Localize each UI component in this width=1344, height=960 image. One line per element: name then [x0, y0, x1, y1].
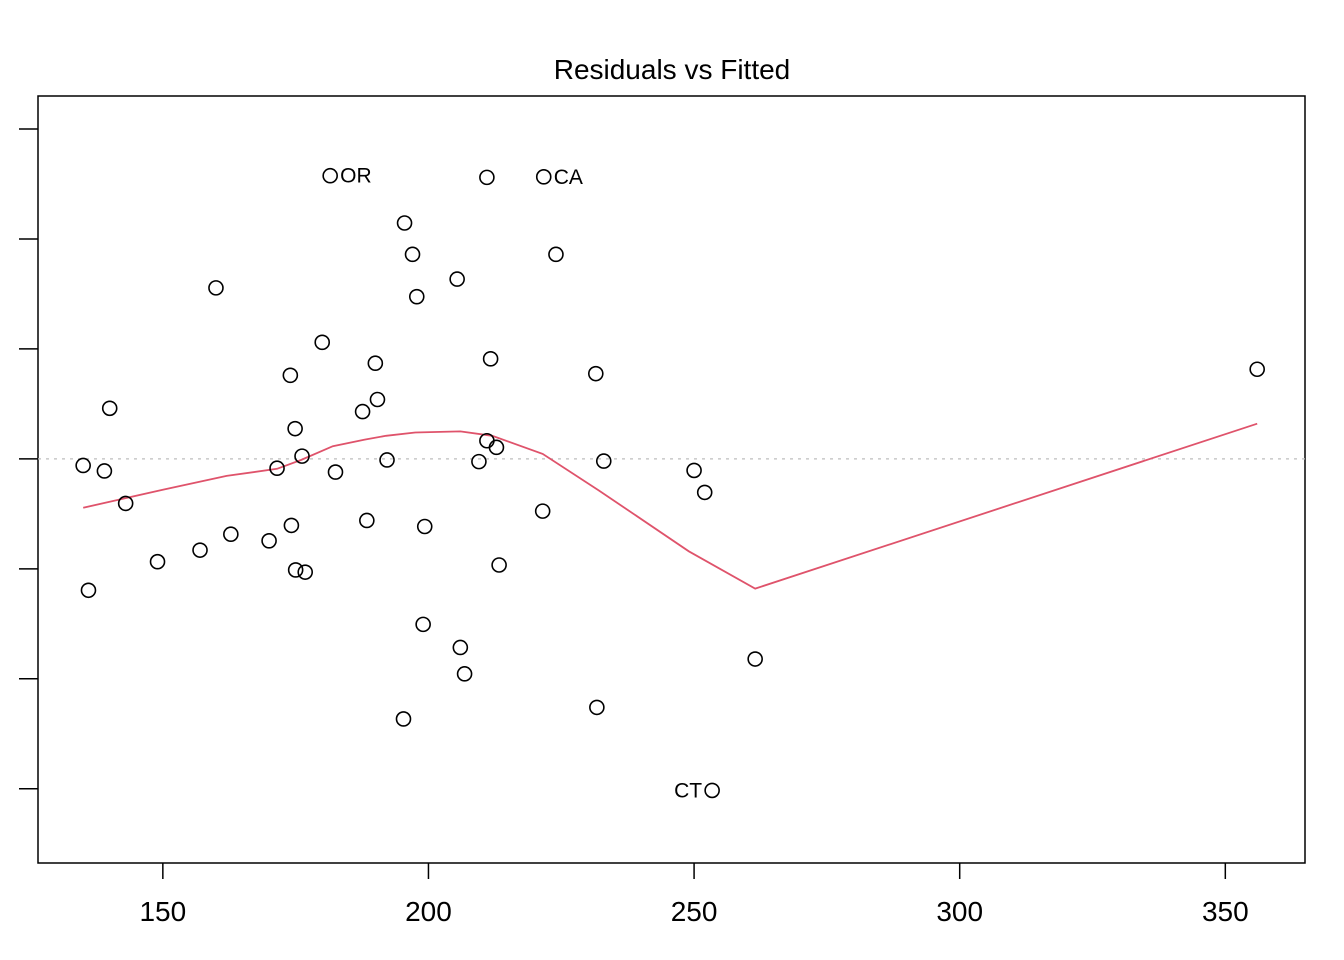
data-point-27: [269, 460, 285, 477]
data-point-42: [491, 557, 507, 573]
data-point-36: [223, 526, 239, 543]
residual-points: [75, 167, 1265, 799]
data-point-43: [80, 582, 97, 599]
data-point-28: [327, 464, 344, 480]
data-point-48: [589, 699, 605, 716]
data-point-44: [415, 616, 431, 633]
data-point-29: [686, 462, 702, 479]
data-point-26: [96, 463, 113, 479]
data-point-4: [404, 246, 421, 263]
point-label-or: OR: [340, 165, 372, 188]
data-point-15: [101, 400, 118, 417]
data-point-32: [534, 503, 551, 519]
data-point-24: [595, 453, 612, 469]
data-point-17: [354, 403, 371, 420]
x-tick-label-150: 150: [139, 896, 186, 927]
point-label-ca: CA: [554, 166, 583, 189]
data-point-2: [535, 169, 552, 185]
data-point-39: [149, 553, 166, 570]
data-point-8: [408, 288, 425, 305]
data-point-35: [416, 518, 433, 535]
data-point-37: [261, 533, 277, 549]
data-point-47: [747, 651, 763, 667]
data-point-23: [471, 453, 487, 470]
plot-frame: [37, 95, 1306, 864]
data-point-30: [696, 484, 713, 501]
x-tick-label-250: 250: [671, 896, 718, 927]
x-axis: 150 200 250 300 350: [139, 863, 1249, 927]
chart-title: Residuals vs Fitted: [554, 54, 791, 85]
data-point-5: [548, 246, 564, 263]
data-point-45: [452, 639, 469, 656]
data-point-46: [456, 666, 473, 682]
point-labels: OR CA CT: [340, 165, 702, 803]
x-tick-label-300: 300: [936, 896, 983, 927]
data-point-31: [117, 495, 134, 512]
data-point-9: [314, 334, 331, 351]
data-point-14: [1249, 361, 1265, 378]
data-point-38: [192, 542, 208, 558]
y-axis: [19, 128, 38, 790]
data-point-20: [488, 439, 505, 456]
data-point-40: [287, 562, 304, 578]
smoother-line: [83, 422, 1258, 590]
data-point-6: [449, 271, 465, 287]
data-point-33: [359, 512, 375, 529]
data-point-22: [379, 452, 395, 468]
data-point-13: [587, 365, 604, 382]
data-point-25: [75, 457, 91, 474]
data-point-50: [704, 782, 720, 799]
data-point-49: [395, 711, 412, 727]
data-point-21: [294, 448, 310, 464]
data-point-3: [396, 215, 413, 231]
point-label-ct: CT: [674, 779, 702, 802]
data-point-1: [479, 169, 495, 186]
x-tick-label-350: 350: [1202, 896, 1249, 927]
data-point-18: [287, 420, 303, 437]
data-point-0: [322, 167, 338, 184]
data-point-7: [208, 280, 224, 296]
data-point-11: [482, 351, 499, 367]
data-point-34: [283, 517, 300, 534]
data-point-16: [369, 391, 386, 408]
data-point-41: [297, 564, 314, 580]
data-point-10: [367, 355, 384, 372]
x-tick-label-200: 200: [405, 896, 452, 927]
data-point-12: [282, 367, 299, 384]
